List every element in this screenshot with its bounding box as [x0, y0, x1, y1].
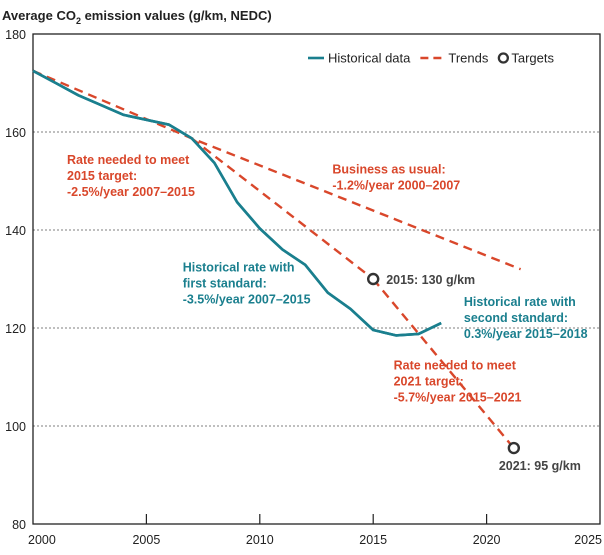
target-label: 2021: 95 g/km	[499, 459, 581, 473]
y-tick-label: 120	[5, 322, 26, 336]
target-label: 2015: 130 g/km	[386, 273, 475, 287]
legend-label: Targets	[511, 51, 554, 66]
x-axis: 2000 2005 2010 2015 2020 2025	[28, 514, 602, 547]
chart-title: Average CO2 emission values (g/km, NEDC)	[2, 8, 272, 26]
annotation: Historical rate with first standard: -3.5%…	[183, 261, 311, 307]
trend-line	[191, 137, 374, 280]
gridlines	[33, 131, 600, 427]
annotation: Rate needed to meet 2021 target: -5.7%/yea…	[394, 359, 522, 405]
x-tick-label: 2000	[28, 533, 56, 547]
annotation-line: Rate needed to meet	[67, 153, 190, 167]
annotation: Business as usual: -1.2%/year 2000–2007	[332, 163, 460, 193]
annotation-line: -2.5%/year 2007–2015	[67, 185, 195, 199]
series-layer	[32, 69, 522, 449]
targets-layer: 2015: 130 g/km 2021: 95 g/km	[367, 272, 581, 473]
annotation-line: second standard:	[464, 311, 568, 325]
y-axis: 80 100 120 140 160 180	[5, 28, 26, 532]
annotation-line: -1.2%/year 2000–2007	[332, 179, 460, 193]
legend: Historical data Trends Targets	[308, 51, 554, 66]
target-marker	[367, 272, 380, 286]
annotation-line: Historical rate with	[464, 295, 576, 309]
target-marker	[507, 441, 521, 455]
legend-label: Historical data	[328, 51, 411, 66]
annotations-layer: Rate needed to meet 2015 target: -2.5%/yea…	[67, 153, 588, 405]
title-part: Average CO	[2, 8, 76, 23]
x-tick-label: 2015	[359, 533, 387, 547]
plot-frame	[32, 33, 601, 525]
annotation-line: Rate needed to meet	[394, 359, 517, 373]
legend-label: Trends	[448, 51, 488, 66]
historical-data-line-overlay	[32, 69, 442, 337]
annotation-line: Business as usual:	[332, 163, 445, 177]
x-tick-label: 2020	[473, 533, 501, 547]
legend-swatch-circle	[497, 52, 510, 64]
y-tick-label: 180	[5, 28, 26, 42]
annotation: Historical rate with second standard: 0.3%…	[464, 295, 588, 341]
y-tick-label: 160	[5, 126, 26, 140]
annotation-line: Historical rate with	[183, 261, 295, 275]
title-part: emission values (g/km, NEDC)	[81, 8, 272, 23]
annotation-line: 0.3%/year 2015–2018	[464, 327, 588, 341]
title-subscript: 2	[76, 16, 81, 26]
trend-line	[372, 278, 515, 449]
y-tick-label: 140	[5, 224, 26, 238]
x-tick-label: 2025	[574, 533, 602, 547]
annotation-line: 2015 target:	[67, 169, 137, 183]
annotation: Rate needed to meet 2015 target: -2.5%/yea…	[67, 153, 195, 199]
annotation-line: -3.5%/year 2007–2015	[183, 293, 311, 307]
y-tick-label: 100	[5, 420, 26, 434]
annotation-line: 2021 target:	[394, 375, 464, 389]
x-tick-label: 2005	[132, 533, 160, 547]
annotation-line: -5.7%/year 2015–2021	[394, 391, 522, 405]
y-tick-label: 80	[12, 518, 26, 532]
annotation-line: first standard:	[183, 277, 267, 291]
x-tick-label: 2010	[246, 533, 274, 547]
